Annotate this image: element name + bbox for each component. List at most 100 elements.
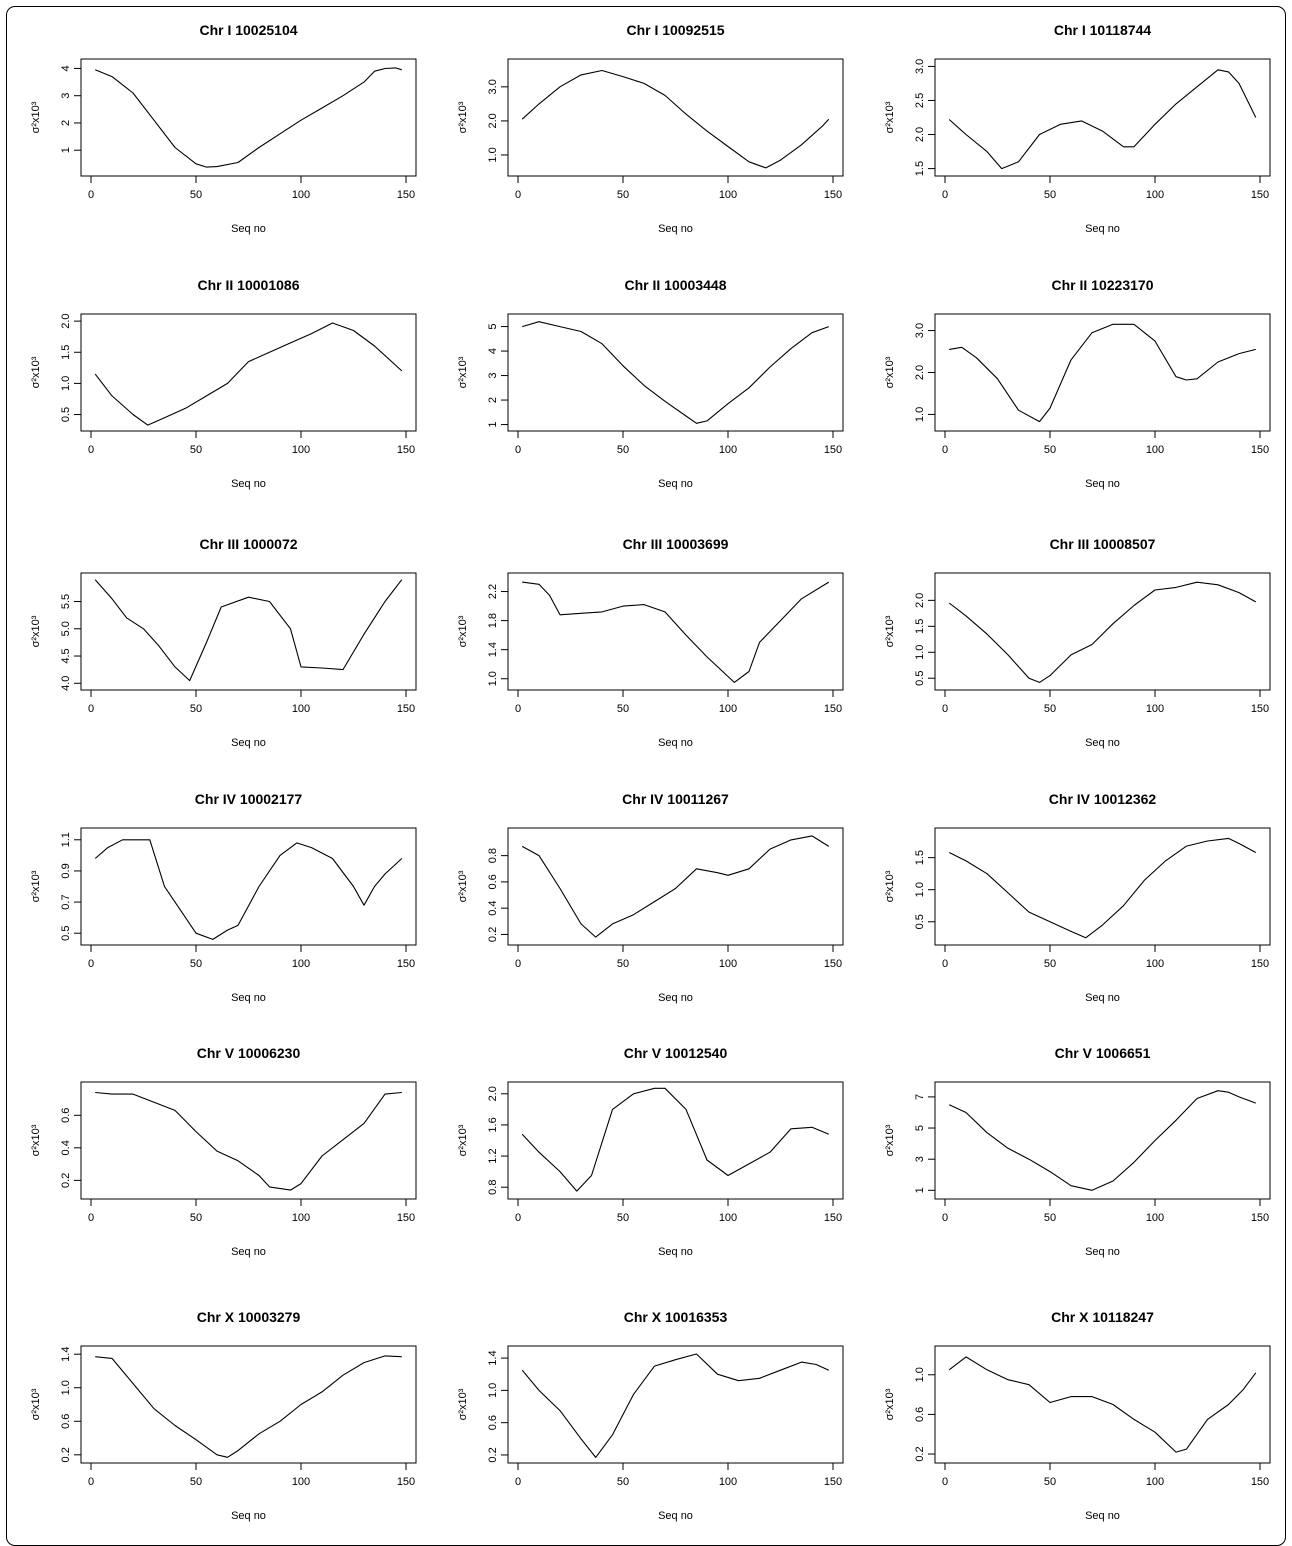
chart-title: Chr V 10012540 (624, 1045, 728, 1061)
chart-title: Chr I 10025104 (199, 22, 297, 38)
series-line (94, 839, 403, 940)
x-tick-label: 50 (190, 958, 202, 970)
chart-title: Chr IV 10002177 (195, 791, 303, 807)
chart-title: Chr II 10001086 (198, 277, 300, 293)
x-tick-label: 150 (397, 444, 415, 456)
chart-panel: Chr X 10118247 0 50 100 150 Seq no 0.2 0.6 1.0 σ²… (884, 1309, 1271, 1522)
x-tick-label: 100 (719, 1476, 737, 1488)
x-tick-label: 100 (292, 189, 310, 201)
x-tick-label: 50 (617, 1476, 629, 1488)
x-axis-label: Seq no (231, 223, 266, 235)
chart-title: Chr III 10008507 (1050, 536, 1156, 552)
y-tick-label: 3.0 (487, 79, 499, 94)
x-tick-label: 50 (617, 703, 629, 715)
x-tick-label: 0 (515, 1476, 521, 1488)
chart-panel: Chr IV 10002177 0 50 100 150 Seq no 0.5 0.7 0.9 1… (30, 791, 417, 1004)
y-tick-label: 1.5 (914, 850, 926, 865)
x-axis-label: Seq no (658, 223, 693, 235)
y-axis-label: σ²x10³ (457, 101, 469, 133)
y-tick-label: 4.0 (60, 676, 72, 691)
y-axis-label: σ²x10³ (457, 1388, 469, 1420)
y-tick-label: 1.0 (914, 882, 926, 897)
x-axis-label: Seq no (231, 737, 266, 749)
y-tick-label: 0.5 (914, 671, 926, 686)
x-tick-label: 0 (515, 703, 521, 715)
plot-box (80, 1081, 417, 1200)
y-tick-label: 3 (60, 93, 72, 99)
x-tick-label: 150 (824, 189, 842, 201)
y-tick-label: 3.0 (914, 59, 926, 74)
x-tick-label: 50 (190, 703, 202, 715)
y-tick-label: 3 (914, 1156, 926, 1162)
x-tick-label: 150 (397, 1212, 415, 1224)
x-tick-label: 100 (292, 1476, 310, 1488)
chart-title: Chr II 10223170 (1052, 277, 1154, 293)
series-line (948, 1090, 1256, 1191)
x-axis-label: Seq no (658, 992, 693, 1004)
x-axis-label: Seq no (231, 1510, 266, 1522)
x-axis-label: Seq no (1085, 992, 1120, 1004)
x-tick-label: 150 (1251, 703, 1269, 715)
y-tick-label: 0.8 (487, 1180, 499, 1195)
x-tick-label: 0 (515, 189, 521, 201)
y-tick-label: 1 (487, 421, 499, 427)
x-tick-label: 150 (824, 444, 842, 456)
y-tick-label: 2.0 (487, 1086, 499, 1101)
plot-box (934, 572, 1271, 691)
x-tick-label: 100 (719, 1212, 737, 1224)
y-tick-label: 0.2 (487, 1447, 499, 1462)
y-tick-label: 2.0 (914, 365, 926, 380)
x-tick-label: 100 (1146, 1476, 1164, 1488)
y-tick-label: 0.5 (60, 926, 72, 941)
y-tick-label: 1.4 (487, 642, 499, 657)
plot-box (80, 827, 417, 946)
chart-title: Chr V 10006230 (197, 1045, 301, 1061)
y-tick-label: 1.0 (487, 1383, 499, 1398)
x-axis-label: Seq no (1085, 1510, 1120, 1522)
y-tick-label: 0.4 (60, 1140, 72, 1155)
x-tick-label: 150 (824, 958, 842, 970)
x-axis-label: Seq no (1085, 737, 1120, 749)
y-tick-label: 0.2 (914, 1446, 926, 1461)
x-tick-label: 100 (292, 1212, 310, 1224)
y-axis-label: σ²x10³ (884, 101, 896, 133)
plot-box (80, 1345, 417, 1464)
x-tick-label: 100 (1146, 189, 1164, 201)
chart-panel: Chr V 1006651 0 50 100 150 Seq no 1 3 5 7 σ²x10³ (884, 1045, 1271, 1258)
x-axis-label: Seq no (1085, 478, 1120, 490)
y-tick-label: 0.8 (487, 848, 499, 863)
chart-title: Chr III 1000072 (199, 536, 297, 552)
y-tick-label: 7 (914, 1094, 926, 1100)
x-tick-label: 50 (617, 958, 629, 970)
y-tick-label: 4 (60, 65, 72, 71)
x-tick-label: 0 (515, 444, 521, 456)
x-tick-label: 150 (1251, 1476, 1269, 1488)
y-axis-label: σ²x10³ (457, 1124, 469, 1156)
x-tick-label: 150 (397, 703, 415, 715)
x-tick-label: 0 (942, 189, 948, 201)
x-tick-label: 0 (942, 703, 948, 715)
x-tick-label: 0 (88, 958, 94, 970)
y-tick-label: 2.0 (60, 313, 72, 328)
y-tick-label: 0.6 (487, 1415, 499, 1430)
x-tick-label: 50 (190, 189, 202, 201)
y-tick-label: 1.5 (60, 345, 72, 360)
y-tick-label: 2 (60, 120, 72, 126)
chart-panel: Chr III 10008507 0 50 100 150 Seq no 0.5 1.0 1.5… (884, 536, 1271, 749)
series-line (521, 835, 830, 938)
y-tick-label: 1.0 (60, 376, 72, 391)
series-line (94, 579, 403, 682)
y-axis-label: σ²x10³ (30, 615, 42, 647)
y-tick-label: 1.5 (914, 161, 926, 176)
x-tick-label: 100 (719, 444, 737, 456)
y-tick-label: 3 (487, 372, 499, 378)
y-tick-label: 0.2 (60, 1173, 72, 1188)
x-tick-label: 100 (292, 444, 310, 456)
x-axis-label: Seq no (658, 1510, 693, 1522)
plot-box (507, 313, 844, 432)
y-axis-label: σ²x10³ (30, 870, 42, 902)
series-line (95, 1355, 402, 1458)
x-axis-label: Seq no (658, 1246, 693, 1258)
x-axis-label: Seq no (1085, 1246, 1120, 1258)
x-tick-label: 150 (397, 1476, 415, 1488)
